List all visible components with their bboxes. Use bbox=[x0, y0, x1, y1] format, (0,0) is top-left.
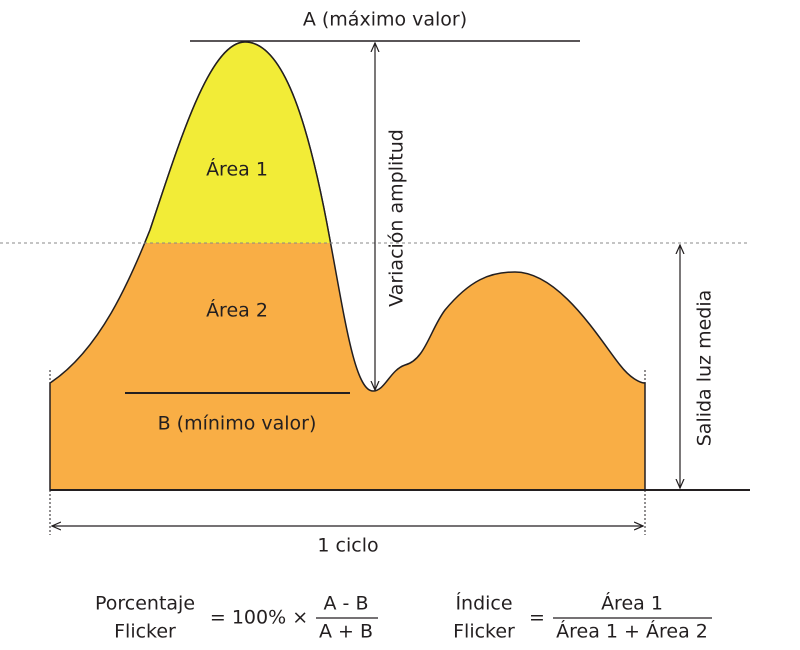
formula-denominator: Área 1 + Área 2 bbox=[556, 620, 708, 643]
area-2-label: Área 2 bbox=[206, 299, 268, 322]
area-1-shape bbox=[143, 41, 332, 243]
waveform bbox=[49, 41, 646, 491]
formula-operator: = 100% × bbox=[210, 607, 308, 629]
formula-denominator: A + B bbox=[319, 621, 373, 643]
area-2-shape bbox=[49, 41, 646, 491]
formula-operator: = bbox=[529, 607, 545, 629]
formula-name: Índice bbox=[455, 592, 512, 615]
min-label: B (mínimo valor) bbox=[158, 413, 317, 435]
formula-numerator: Área 1 bbox=[601, 592, 663, 615]
cycle-label: 1 ciclo bbox=[317, 535, 378, 557]
formula-name: Porcentaje bbox=[95, 593, 195, 615]
formula-name: Flicker bbox=[114, 621, 176, 643]
flicker-index-formula: Índice Flicker = Área 1 Área 1 + Área 2 bbox=[453, 592, 712, 643]
average-label: Salida luz media bbox=[694, 290, 716, 447]
formula-numerator: A - B bbox=[324, 593, 369, 615]
area-1-label: Área 1 bbox=[206, 158, 268, 181]
flicker-percent-formula: Porcentaje Flicker = 100% × A - B A + B bbox=[95, 593, 378, 643]
amplitude-label: Variación amplitud bbox=[386, 129, 408, 307]
formula-name: Flicker bbox=[453, 621, 515, 643]
max-label: A (máximo valor) bbox=[303, 9, 467, 31]
